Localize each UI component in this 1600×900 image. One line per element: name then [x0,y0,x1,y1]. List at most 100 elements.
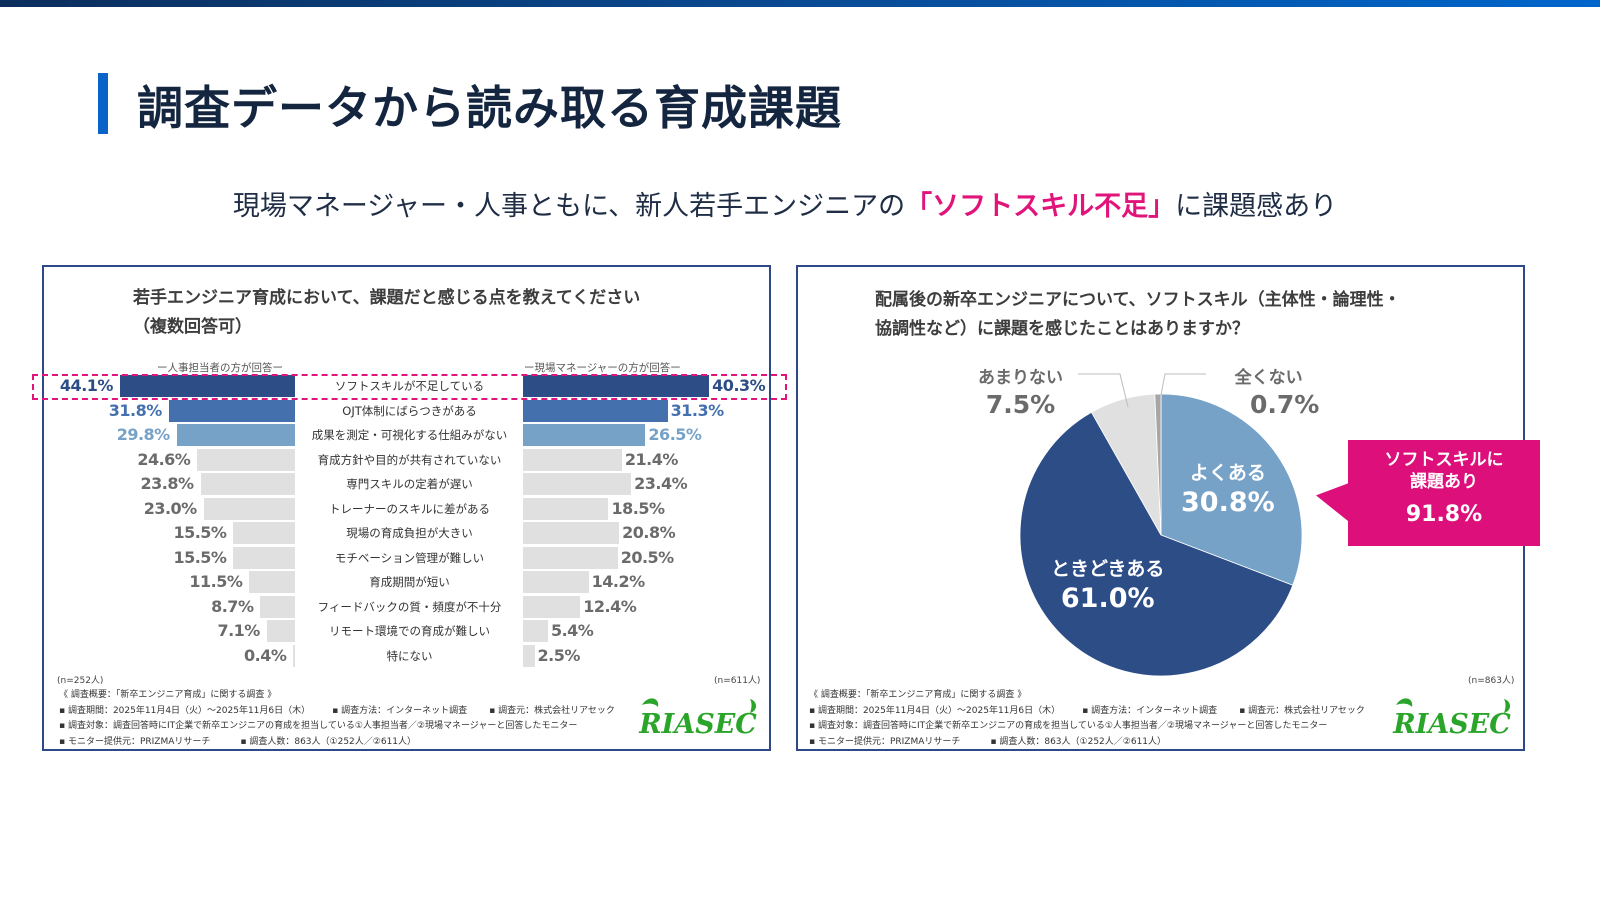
value-label-hr: 44.1% [59,376,114,395]
value-label-manager: 40.3% [712,376,766,395]
value-label-hr: 11.5% [189,572,243,591]
pie-chart-question-line2: 協調性など）に課題を感じたことはありますか？ [875,319,1249,339]
bar-hr [197,448,295,471]
notes-header: 《 調査概要：「新卒エンジニア育成」に関する調査 》 [59,690,277,700]
bar-hr [119,375,295,397]
notes-source: ▪ 調査元：株式会社リアセック [1239,705,1365,716]
series-label-manager: ー現場マネージャーの方が回答ー [524,362,681,374]
category-label: トレーナーのスキルに差がある [329,501,490,516]
bar-chart-question-line2: （複数回答可） [133,317,252,337]
value-label-hr: 0.4% [244,645,287,665]
page-title: 調査データから読み取る育成課題 [137,81,842,135]
notes-count: ▪ 調査人数：863人（①252人／②611人） [240,736,417,747]
category-label: 育成期間が短い [369,575,450,589]
value-label-manager: 31.3% [670,400,725,420]
pie-chart-panel: 配属後の新卒エンジニアについて、ソフトスキル（主体性・論理性・ 協調性など）に課… [796,265,1540,751]
subtitle-pre: 現場マネージャー・人事ともに、新人若手エンジニアの [232,191,906,222]
bar-chart-question-line1: 若手エンジニア育成において、課題だと感じる点を教えてください [133,288,641,308]
notes-period: ▪ 調査期間：2025年11月4日（火）～2025年11月6日（木） [809,705,1061,716]
notes-count: ▪ 調査人数：863人（①252人／②611人） [990,736,1167,747]
value-label-manager: 12.4% [583,596,637,616]
value-label-manager: 2.5% [537,645,581,665]
value-label-manager: 14.2% [591,572,646,591]
bar-hr [168,399,295,422]
value-label-manager: 23.4% [634,474,688,493]
callout-text-line1: ソフトスキルに [1384,450,1504,470]
pie-label-never-value: 0.7% [1250,390,1320,419]
pie-chart [1019,373,1303,677]
riasec-logo: RIASEC [638,698,757,739]
pie-label-rarely-value: 7.5% [985,390,1056,419]
value-label-hr: 24.6% [137,449,191,469]
n-label-hr: (n=252人) [57,676,104,686]
bar-manager [523,644,535,667]
subtitle-post: に課題感あり [1175,191,1338,222]
bar-hr [200,473,295,495]
bar-manager [523,448,622,471]
pie-label-often-value: 30.8% [1181,487,1275,518]
category-label: 現場の育成負担が大きい [346,526,473,540]
pie-label-never: 全くない 0.7% [1218,363,1320,419]
pie-label-often: よくある 30.8% [1181,458,1275,518]
leader-line-never [1160,373,1206,396]
category-label: フィードバックの質・頻度が不十分 [317,599,502,614]
bar-manager [523,620,548,642]
value-label-manager: 20.5% [620,547,675,567]
category-label: 育成方針や目的が共有されていない [317,452,502,467]
bar-manager [523,595,581,618]
bar-hr [249,571,295,593]
notes-method: ▪ 調査方法：インターネット調査 [332,705,468,716]
pie-label-rarely: あまりない 7.5% [978,363,1063,419]
pie-label-rarely-text: あまりない [978,368,1063,388]
pie-chart-question-line1: 配属後の新卒エンジニアについて、ソフトスキル（主体性・論理性・ [875,290,1401,310]
value-label-manager: 20.8% [622,523,676,542]
series-label-hr: ー人事担当者の方が回答ー [157,362,283,374]
value-label-hr: 15.5% [173,547,227,567]
pie-slice-often [1160,393,1303,586]
leader-line-rarely [1078,373,1129,408]
value-label-hr: 31.8% [108,400,163,420]
value-label-manager: 5.4% [550,621,594,640]
value-label-manager: 26.5% [648,425,702,444]
title-accent-bar [98,73,108,134]
category-label: 特にない [386,648,433,663]
value-label-manager: 21.4% [624,449,679,469]
bar-hr [233,522,295,544]
bar-manager [523,375,710,397]
riasec-logo: RIASEC [1392,698,1511,739]
value-label-hr: 23.0% [143,498,198,518]
value-label-hr: 7.1% [217,621,260,640]
bar-manager [523,424,646,446]
bar-manager [523,546,618,569]
pie-label-sometimes: ときどきある 61.0% [1051,554,1164,614]
notes-header: 《 調査概要：「新卒エンジニア育成」に関する調査 》 [809,690,1027,700]
survey-notes-right: 《 調査概要：「新卒エンジニア育成」に関する調査 》 ▪ 調査期間：2025年1… [809,688,1365,750]
category-label: ソフトスキルが不足している [334,379,485,393]
category-label: 専門スキルの定着が遅い [346,477,473,491]
bar-hr [176,424,295,446]
notes-source: ▪ 調査元：株式会社リアセック [489,705,615,716]
value-label-hr: 29.8% [116,425,171,444]
logo-text: RIASEC [638,709,757,739]
bar-manager [523,473,632,495]
subtitle-highlight: 「ソフトスキル不足」 [905,191,1176,222]
notes-target: ▪ 調査対象：調査回答時にIT企業で新卒エンジニアの育成を担当している①人事担当… [809,721,1328,731]
pie-label-sometimes-value: 61.0% [1060,583,1155,614]
bar-chart-question: 若手エンジニア育成において、課題だと感じる点を教えてください （複数回答可） [133,284,640,342]
category-label: モチベーション管理が難しい [334,550,485,565]
bar-hr [233,546,295,569]
survey-notes: 《 調査概要：「新卒エンジニア育成」に関する調査 》 ▪ 調査期間：2025年1… [59,688,615,750]
top-gradient-bar [0,0,1600,7]
category-label: 成果を測定・可視化する仕組みがない [311,428,508,442]
bar-manager [523,399,668,422]
notes-method: ▪ 調査方法：インターネット調査 [1082,705,1218,716]
pie-label-often-text: よくある [1189,462,1266,484]
value-label-hr: 8.7% [211,596,254,616]
category-label: OJT体制にばらつきがある [342,403,477,418]
value-label-manager: 18.5% [611,498,665,518]
notes-provider: ▪ モニター提供元：PRIZMAリサーチ [59,736,211,747]
logo-text: RIASEC [1392,709,1511,739]
highlight-dashed-box [32,374,787,400]
bar-hr [266,620,295,642]
bar-manager [523,571,589,593]
